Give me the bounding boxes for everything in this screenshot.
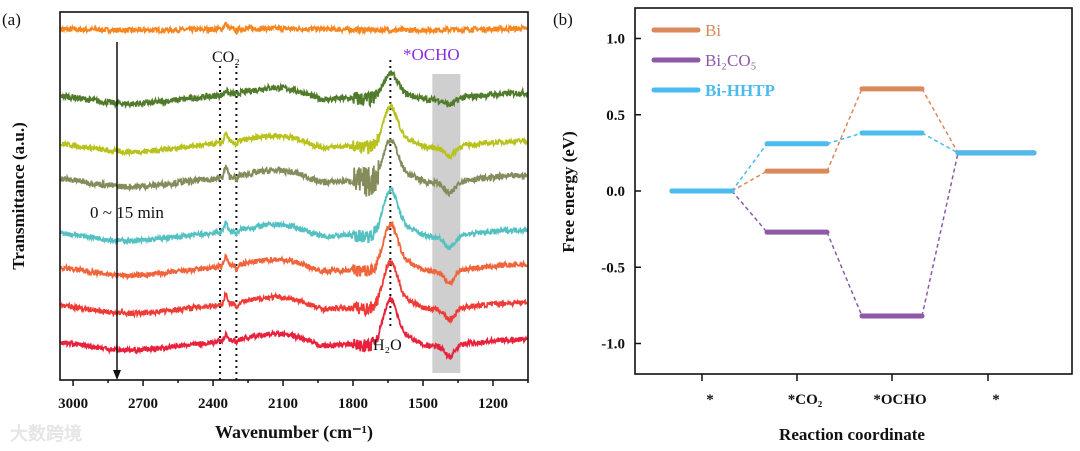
panel-b-label: (b) [553, 10, 573, 29]
axes-b: 1.0 0.5 0.0 -0.5 -1.0 * *CO₂ *OCHO * [601, 32, 1000, 409]
spectra-group [60, 21, 528, 361]
y-tick-label: 0.5 [606, 108, 625, 124]
panel-a-label: (a) [2, 10, 21, 29]
energy-connector [731, 170, 768, 192]
x-tick-label: 2700 [128, 396, 158, 412]
plot-frame-a [59, 11, 529, 381]
ftir-spectrum-line [60, 102, 528, 161]
energy-connector [921, 152, 959, 317]
x-tick-label: 1200 [478, 396, 508, 412]
x-tick-label: 1500 [408, 396, 438, 412]
ftir-spectrum-line [60, 220, 528, 287]
x-axis-label-b: Reaction coordinate [779, 425, 925, 444]
x-tick-label: 1800 [338, 396, 368, 412]
y-axis-label-a: Transmittance (a.u.) [9, 122, 28, 269]
ftir-spectrum-line [60, 185, 528, 251]
energy-connector [921, 88, 959, 154]
energy-connector [826, 88, 863, 172]
co2-annotation: CO₂ [212, 49, 240, 66]
energy-connector [731, 190, 768, 233]
ocho-annotation: *OCHO [403, 45, 460, 64]
x-axis-label-a: Wavenumber (cm⁻¹) [215, 422, 373, 443]
y-tick-label: -1.0 [601, 337, 625, 353]
panel-a-ftir-chart: (a) 0 ~ 15 min CO₂ *OCHO H₂O 3000 2700 240… [2, 10, 529, 445]
ftir-spectrum-line [60, 258, 528, 325]
watermark: 大数跨境 [10, 423, 82, 445]
x-category-label: * [706, 392, 714, 408]
y-tick-label: 0.0 [606, 184, 625, 200]
energy-connectors [731, 88, 959, 317]
ftir-spectrum-line [60, 138, 528, 198]
ftir-spectrum-line [60, 70, 528, 110]
energy-connector [731, 143, 768, 192]
legend-label: Bi₂CO₅ [705, 51, 757, 70]
ocho-shaded-band [432, 74, 461, 373]
y-tick-label: 1.0 [606, 32, 625, 48]
h2o-annotation: H₂O [373, 337, 402, 354]
dotted-guides [219, 60, 392, 380]
ftir-spectrum-line [60, 295, 528, 361]
x-axis-a: 3000 2700 2400 2100 1800 1500 1200 [58, 380, 529, 412]
energy-connector [826, 231, 863, 317]
legend-label: Bi [705, 21, 721, 40]
x-tick-label: 3000 [58, 396, 88, 412]
energy-connector [826, 132, 863, 145]
x-category-label: *CO₂ [788, 392, 823, 408]
x-tick-label: 2400 [198, 396, 228, 412]
y-axis-label-b: Free energy (eV) [559, 131, 578, 252]
energy-levels [669, 86, 1037, 319]
energy-connector [921, 132, 959, 154]
panel-b-energy-chart: (b) Bi Bi₂CO₅ Bi-HHTP 1.0 0.5 0.0 -0.5 -1.0 * *C… [553, 7, 1073, 444]
x-tick-label: 2100 [268, 396, 298, 412]
time-annotation: 0 ~ 15 min [90, 203, 164, 222]
x-category-label: * [992, 392, 1000, 408]
y-tick-label: -0.5 [601, 260, 625, 276]
legend-label: Bi-HHTP [705, 81, 775, 100]
legend: Bi Bi₂CO₅ Bi-HHTP [651, 21, 775, 100]
x-category-label: *OCHO [873, 392, 926, 408]
ftir-spectrum-line [60, 21, 528, 36]
time-arrow-head-icon [113, 370, 121, 380]
